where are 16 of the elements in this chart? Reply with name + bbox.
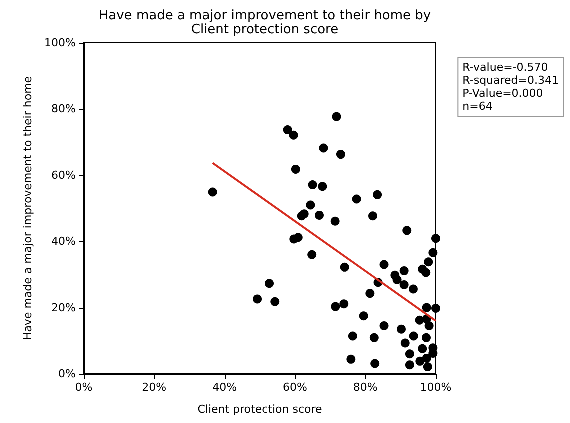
x-tick-label: 20% (142, 381, 167, 394)
y-tick-label: 40% (52, 235, 76, 248)
y-tick-label: 80% (52, 102, 76, 116)
x-tick-label: 40% (212, 381, 238, 394)
x-tick-label: 60% (282, 381, 308, 394)
y-tick-label: 20% (52, 301, 76, 314)
y-tick-label: 100% (44, 36, 76, 50)
y-tick-label: 60% (52, 168, 76, 182)
x-tick-label: 80% (353, 381, 378, 394)
chart-title: Have made a major improvement to their home by Client protection score (98, 8, 432, 38)
x-tick-label: 0% (75, 381, 93, 394)
y-axis-title: Have made a major improvement to their home (22, 76, 35, 341)
x-tick-label: 100% (420, 381, 452, 394)
x-axis-title: Client protection score (198, 403, 323, 416)
y-tick-label: 0% (58, 368, 76, 380)
text: R-value=-0.570 R-squared=0.341 P-Value=0.000 n=64 (462, 61, 560, 113)
